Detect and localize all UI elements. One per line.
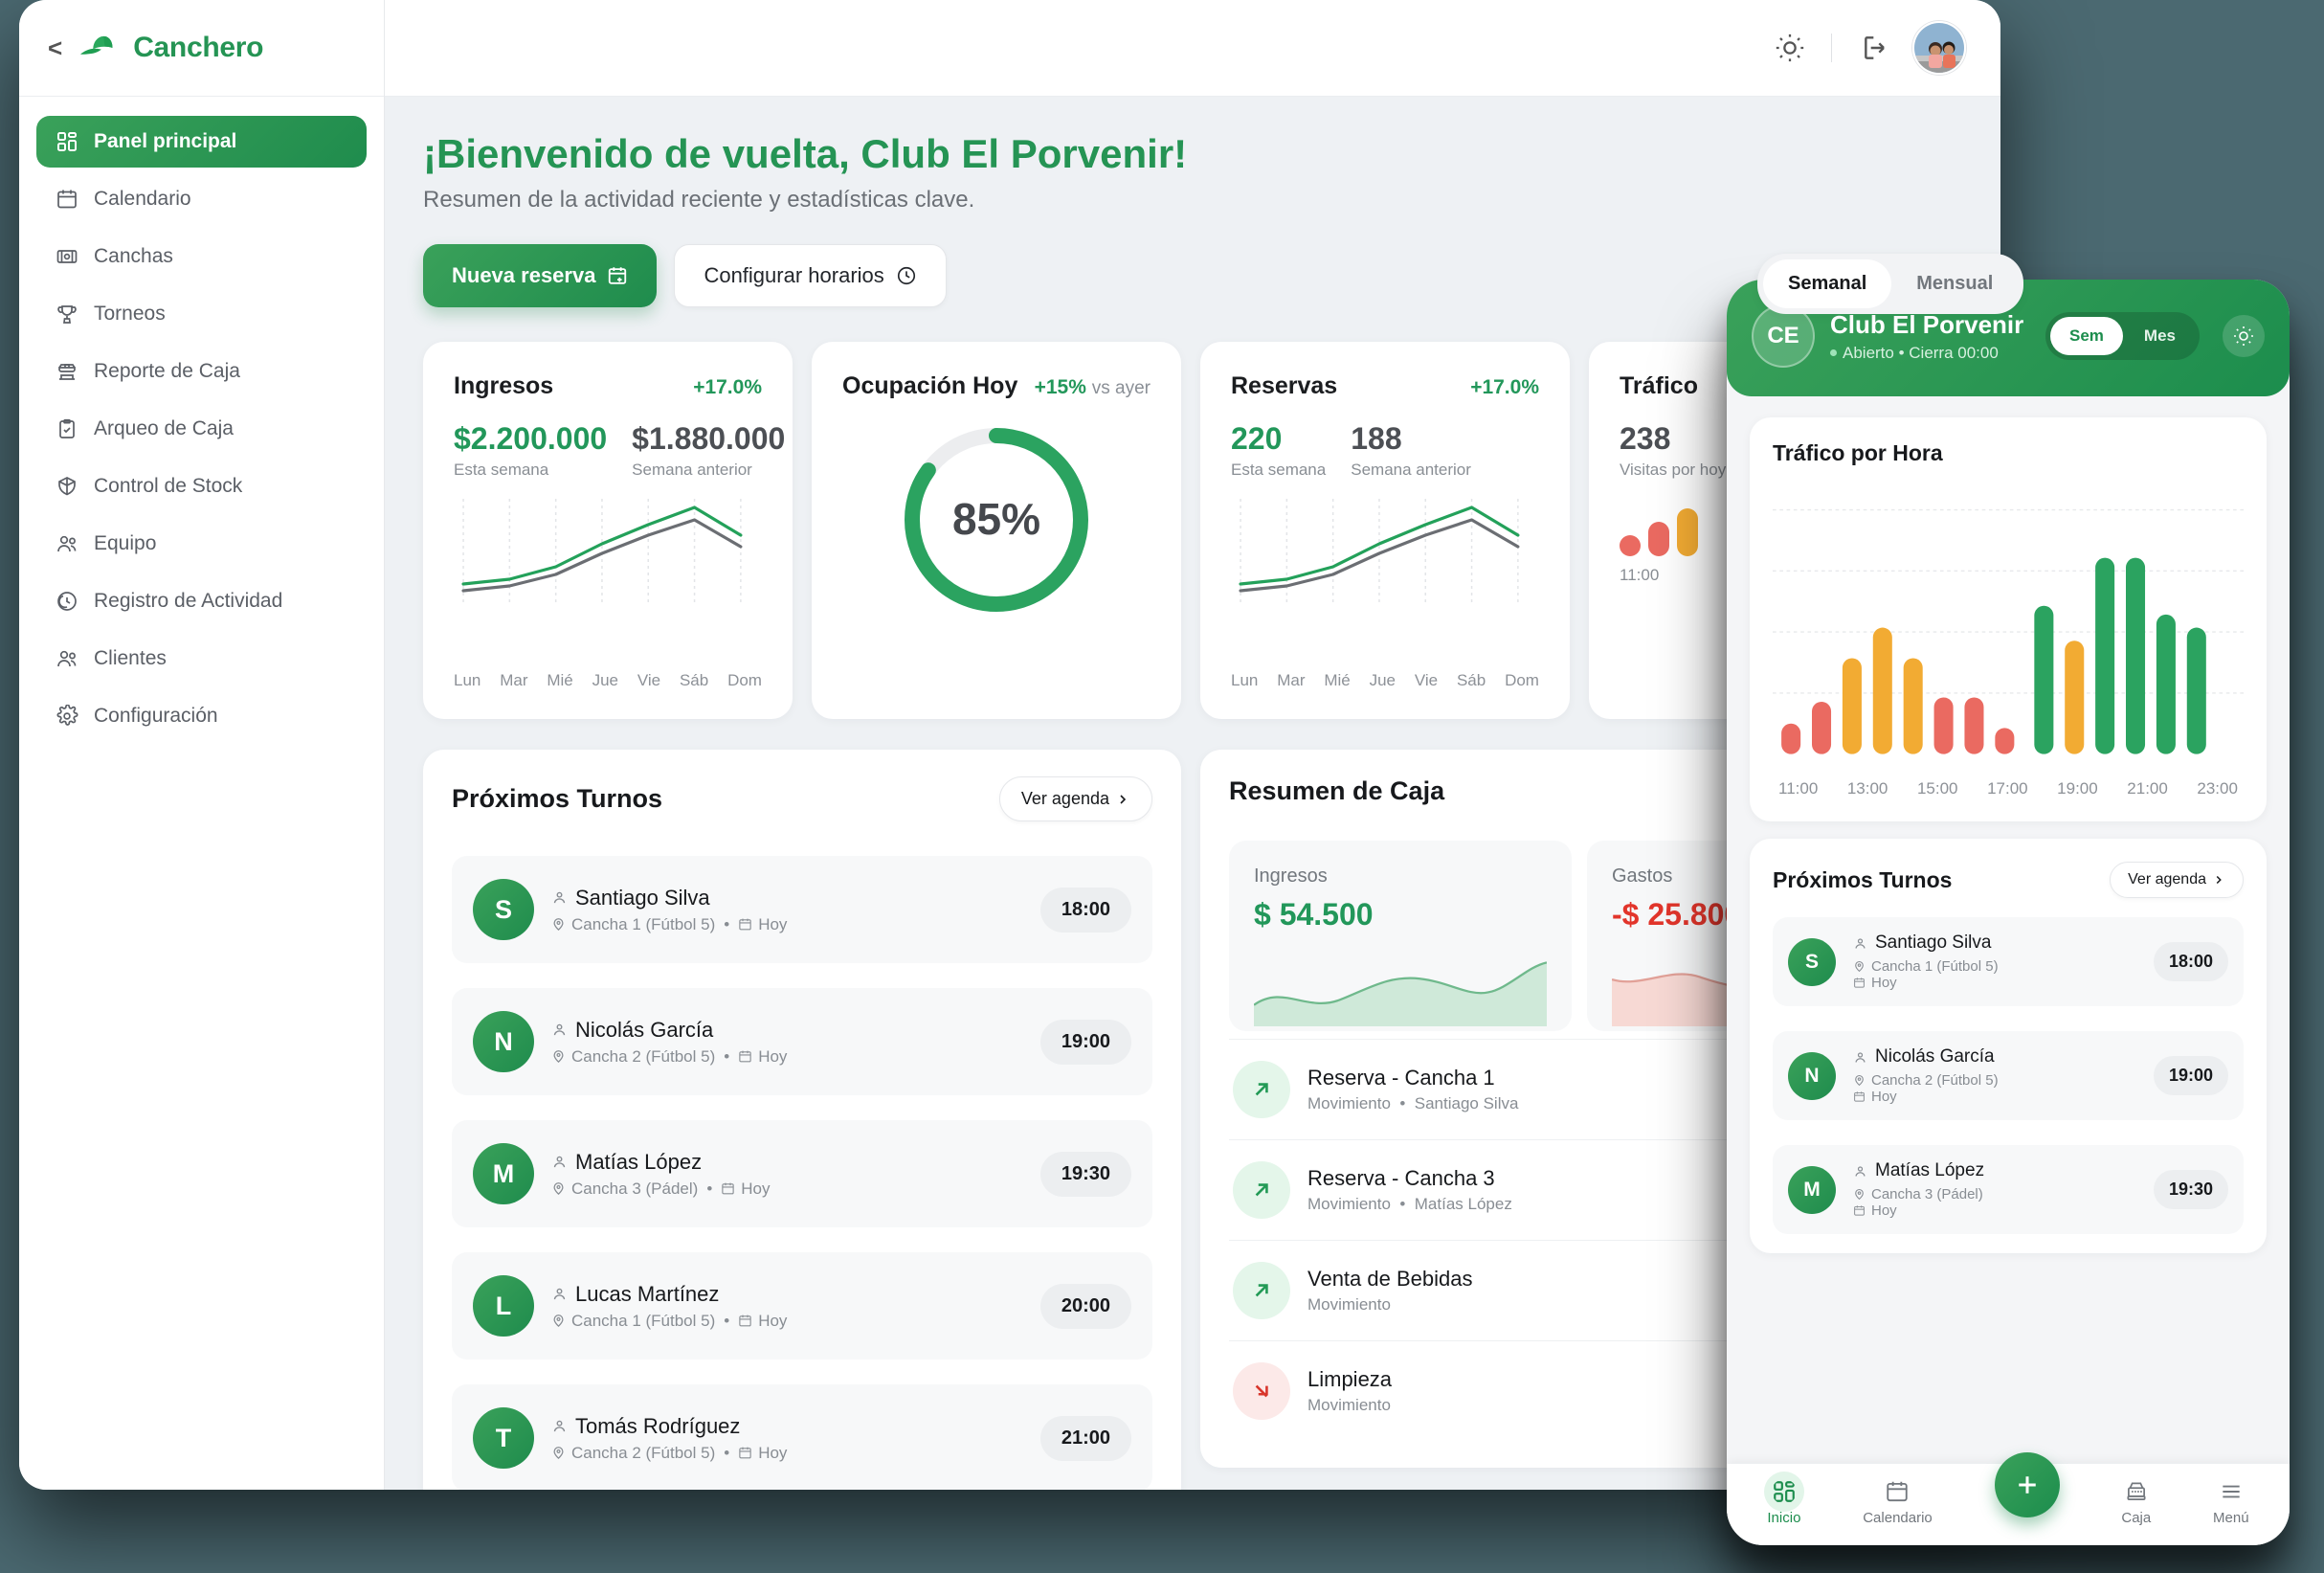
svg-text:85%: 85% bbox=[952, 494, 1040, 544]
